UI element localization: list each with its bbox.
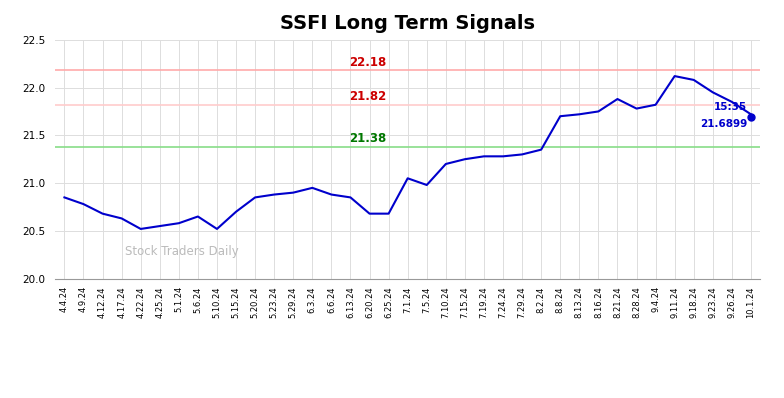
Text: 21.38: 21.38 (349, 133, 387, 146)
Text: 22.18: 22.18 (349, 56, 387, 69)
Point (745, 114, 757, 120)
Text: 21.82: 21.82 (349, 90, 387, 103)
Title: SSFI Long Term Signals: SSFI Long Term Signals (280, 14, 535, 33)
Text: Stock Traders Daily: Stock Traders Daily (125, 245, 239, 258)
Text: 21.6899: 21.6899 (700, 119, 747, 129)
Text: 15:35: 15:35 (714, 103, 747, 113)
